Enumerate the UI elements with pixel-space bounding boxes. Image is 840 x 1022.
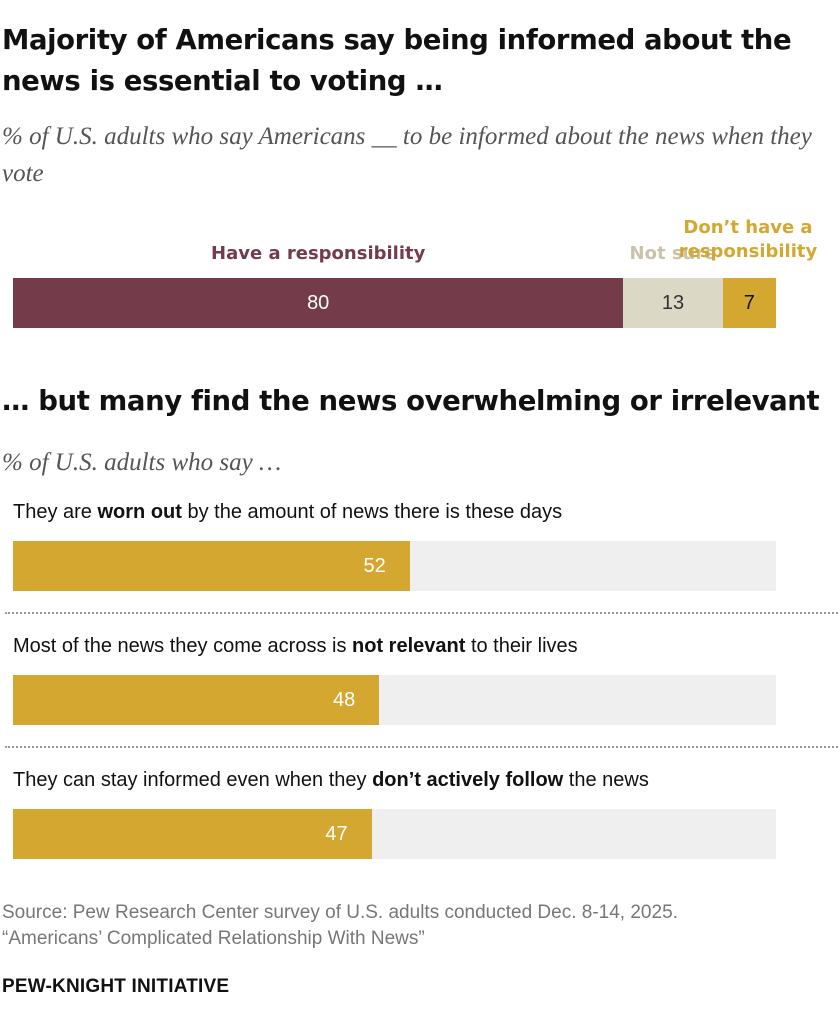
bar-segment-1: 13 <box>623 278 723 328</box>
bar-track: 47 <box>13 809 776 859</box>
series-label: Don’t have a responsibility <box>678 217 818 262</box>
category-label: They are worn out by the amount of news … <box>13 501 563 523</box>
bar: 48 <box>13 675 380 725</box>
series-label: Not sure <box>629 243 717 264</box>
row-divider <box>5 746 838 748</box>
bar-segment-0: 80 <box>13 278 624 328</box>
data-label: 7 <box>743 291 755 314</box>
data-label: 80 <box>307 291 330 314</box>
section-subtitle: % of U.S. adults who say … <box>2 449 282 476</box>
bar-track: 52 <box>13 541 776 591</box>
section-title: … but many find the news overwhelming or… <box>2 385 820 417</box>
source-line-1: Source: Pew Research Center survey of U.… <box>2 902 678 923</box>
source-line-2: “Americans’ Complicated Relationship Wit… <box>2 928 425 949</box>
stacked-bar: 80 13 7 <box>13 278 776 328</box>
chart-subtitle: % of U.S. adults who say Americans __ to… <box>2 123 812 187</box>
bar: 47 <box>13 809 372 859</box>
brand-label: PEW-KNIGHT INITIATIVE <box>2 976 230 997</box>
bar: 52 <box>13 541 410 591</box>
data-label: 48 <box>332 688 356 711</box>
category-label: They can stay informed even when they do… <box>13 769 649 791</box>
bar-track: 48 <box>13 675 776 725</box>
bar-segment-2: 7 <box>722 278 776 328</box>
data-label: 52 <box>363 554 386 577</box>
category-label: Most of the news they come across is not… <box>13 635 578 657</box>
data-label: 13 <box>661 291 685 314</box>
data-label: 47 <box>325 822 348 845</box>
series-label: Have a responsibility <box>211 243 426 264</box>
row-divider <box>5 612 838 614</box>
chart-title: Majority of Americans say being informed… <box>2 24 792 97</box>
source-note: Source: Pew Research Center survey of U.… <box>2 900 678 952</box>
